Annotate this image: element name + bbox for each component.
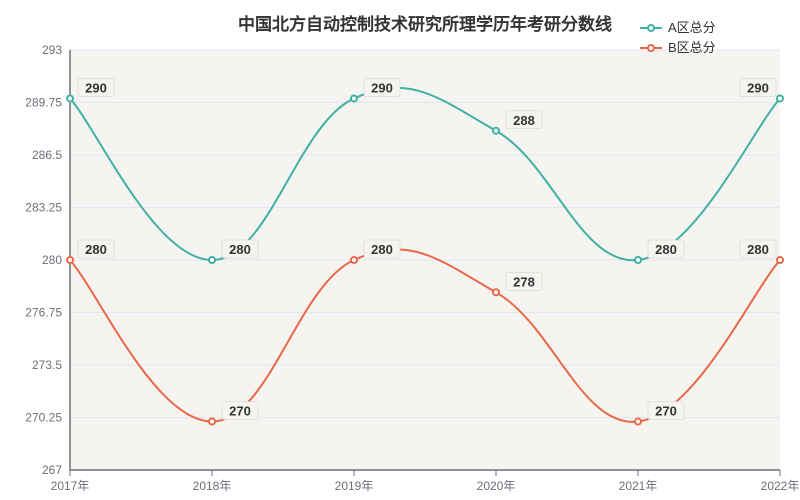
series-marker bbox=[67, 257, 73, 263]
chart-svg: 267 270.25 273.5 276.75 280 283.25 286.5 289.75… bbox=[0, 0, 800, 500]
series-marker bbox=[209, 419, 215, 425]
data-label: 280 bbox=[229, 242, 251, 257]
data-label: 280 bbox=[655, 242, 677, 257]
x-tick-label: 2021年 bbox=[619, 479, 658, 493]
y-tick-label: 270.25 bbox=[25, 411, 62, 425]
series-marker bbox=[777, 95, 783, 101]
data-label: 280 bbox=[371, 242, 393, 257]
series-marker bbox=[209, 257, 215, 263]
series-marker bbox=[493, 289, 499, 295]
series-marker bbox=[67, 95, 73, 101]
legend-label: A区总分 bbox=[668, 20, 716, 35]
x-tick-label: 2020年 bbox=[477, 479, 516, 493]
chart-container: 267 270.25 273.5 276.75 280 283.25 286.5 289.75… bbox=[0, 0, 800, 500]
chart-title: 中国北方自动控制技术研究所理学历年考研分数线 bbox=[238, 14, 612, 34]
y-tick-label: 276.75 bbox=[25, 306, 62, 320]
series-marker bbox=[635, 257, 641, 263]
y-tick-label: 267 bbox=[42, 463, 62, 477]
x-tick-label: 2022年 bbox=[761, 479, 800, 493]
data-label: 290 bbox=[747, 80, 769, 95]
data-label: 270 bbox=[655, 404, 677, 419]
y-tick-label: 286.5 bbox=[32, 148, 62, 162]
legend-marker bbox=[648, 45, 654, 51]
y-tick-label: 293 bbox=[42, 43, 62, 57]
series-marker bbox=[777, 257, 783, 263]
data-label: 290 bbox=[371, 80, 393, 95]
legend-marker bbox=[648, 25, 654, 31]
data-label: 280 bbox=[747, 242, 769, 257]
x-tick-label: 2017年 bbox=[51, 479, 90, 493]
y-tick-label: 283.25 bbox=[25, 201, 62, 215]
y-tick-label: 289.75 bbox=[25, 96, 62, 110]
data-label: 280 bbox=[85, 242, 107, 257]
series-marker bbox=[635, 419, 641, 425]
x-tick-label: 2019年 bbox=[335, 479, 374, 493]
x-tick-label: 2018年 bbox=[193, 479, 232, 493]
data-label: 288 bbox=[513, 113, 535, 128]
data-label: 290 bbox=[85, 80, 107, 95]
series-marker bbox=[351, 95, 357, 101]
y-tick-label: 280 bbox=[42, 253, 62, 267]
series-marker bbox=[493, 128, 499, 134]
y-tick-label: 273.5 bbox=[32, 358, 62, 372]
legend-label: B区总分 bbox=[668, 40, 716, 55]
data-label: 278 bbox=[513, 274, 535, 289]
data-label: 270 bbox=[229, 404, 251, 419]
series-marker bbox=[351, 257, 357, 263]
